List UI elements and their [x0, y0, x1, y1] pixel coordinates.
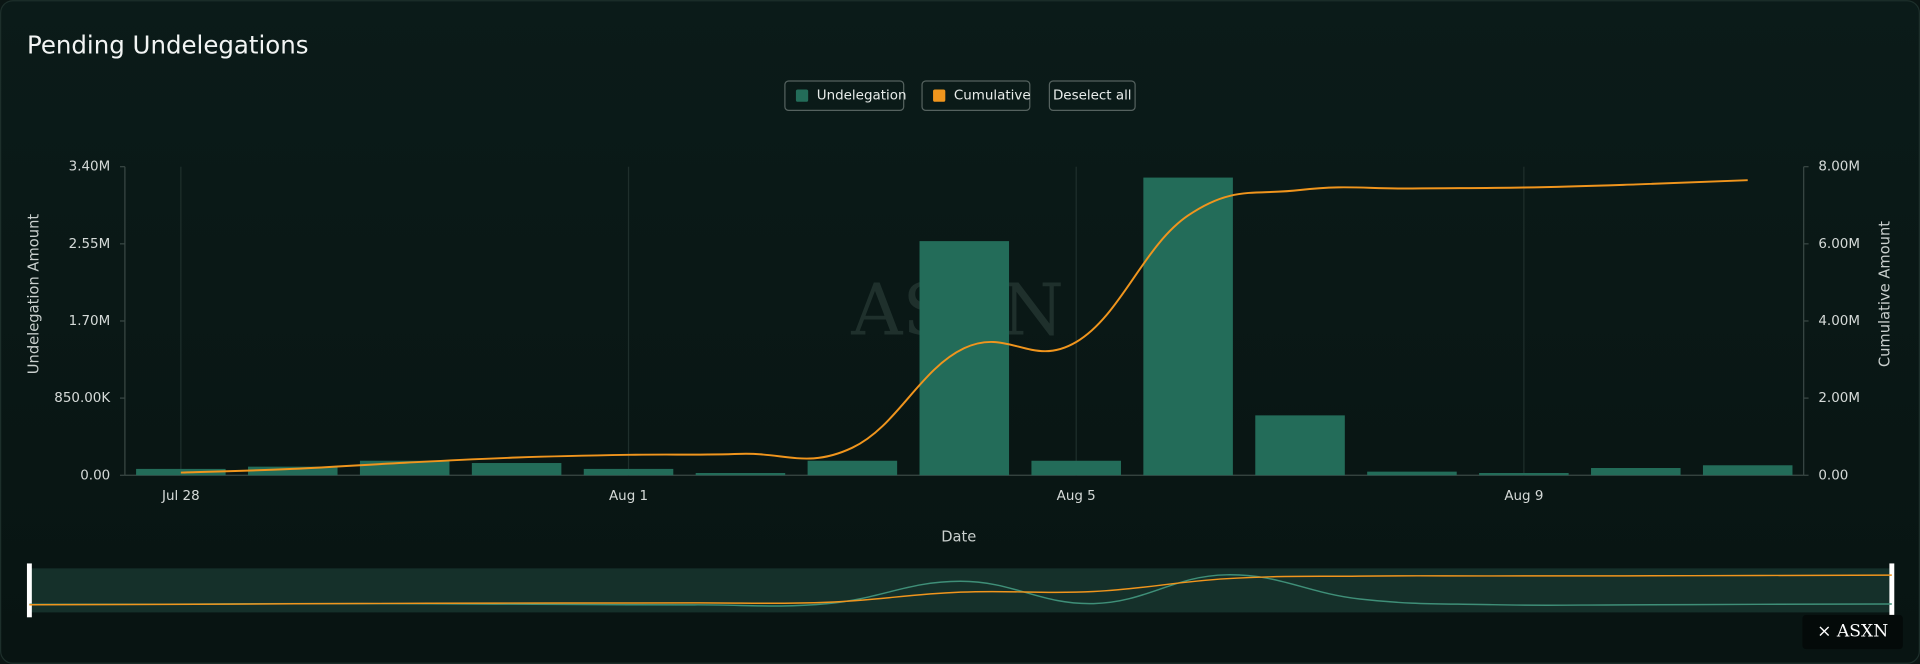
zoom-handle[interactable] [1889, 563, 1895, 618]
bar [807, 460, 898, 476]
legend-swatch[interactable] [795, 89, 809, 102]
x-tick-label: Aug 1 [609, 489, 648, 504]
bar [1367, 471, 1457, 476]
line [180, 179, 1748, 474]
y-tick-label: 1.70M [69, 314, 111, 329]
bar [1143, 177, 1233, 476]
badge-text: × ASXN [1817, 622, 1888, 642]
zoom-handle[interactable] [26, 563, 32, 618]
bar [695, 472, 786, 476]
bar [1031, 460, 1121, 476]
y-axis-title: Undelegation Amount [25, 214, 42, 375]
legend-item[interactable] [921, 80, 1031, 111]
bar [583, 468, 674, 476]
bar [1591, 468, 1681, 476]
legend-label[interactable]: Undelegation [817, 89, 907, 104]
y2-axis-title: Cumulative Amount [1877, 221, 1894, 367]
y-tick-label: 0.00 [80, 468, 110, 483]
zoom-preview-line [29, 574, 1892, 606]
chart-title: Pending Undelegations [27, 31, 309, 60]
y2-tick-label: 6.00M [1818, 237, 1860, 252]
y-tick-label: 2.55M [69, 237, 111, 252]
deselect-label[interactable]: Deselect all [1053, 89, 1132, 104]
y2-tick-label: 0.00 [1818, 468, 1848, 483]
bar [471, 463, 562, 476]
y2-tick-label: 8.00M [1818, 160, 1860, 175]
badge [1802, 614, 1903, 650]
bar [248, 466, 338, 476]
bar [1702, 465, 1793, 476]
x-axis-title: Date [941, 529, 976, 546]
y2-tick-label: 2.00M [1818, 391, 1860, 406]
legend-label[interactable]: Cumulative [954, 89, 1031, 104]
x-tick-label: Jul 28 [161, 489, 200, 504]
deselect-button[interactable] [1048, 80, 1136, 111]
y-tick-label: 3.40M [69, 160, 111, 175]
bar [1255, 415, 1345, 476]
y-tick-label: 850.00K [54, 391, 111, 406]
y2-tick-label: 4.00M [1818, 314, 1860, 329]
bar [1479, 472, 1569, 476]
x-tick-label: Aug 9 [1504, 489, 1543, 504]
bar [919, 241, 1010, 476]
legend-item[interactable] [784, 80, 905, 111]
x-tick-label: Aug 5 [1057, 489, 1096, 504]
legend-swatch[interactable] [933, 89, 946, 102]
zoom-track[interactable] [29, 568, 1892, 613]
